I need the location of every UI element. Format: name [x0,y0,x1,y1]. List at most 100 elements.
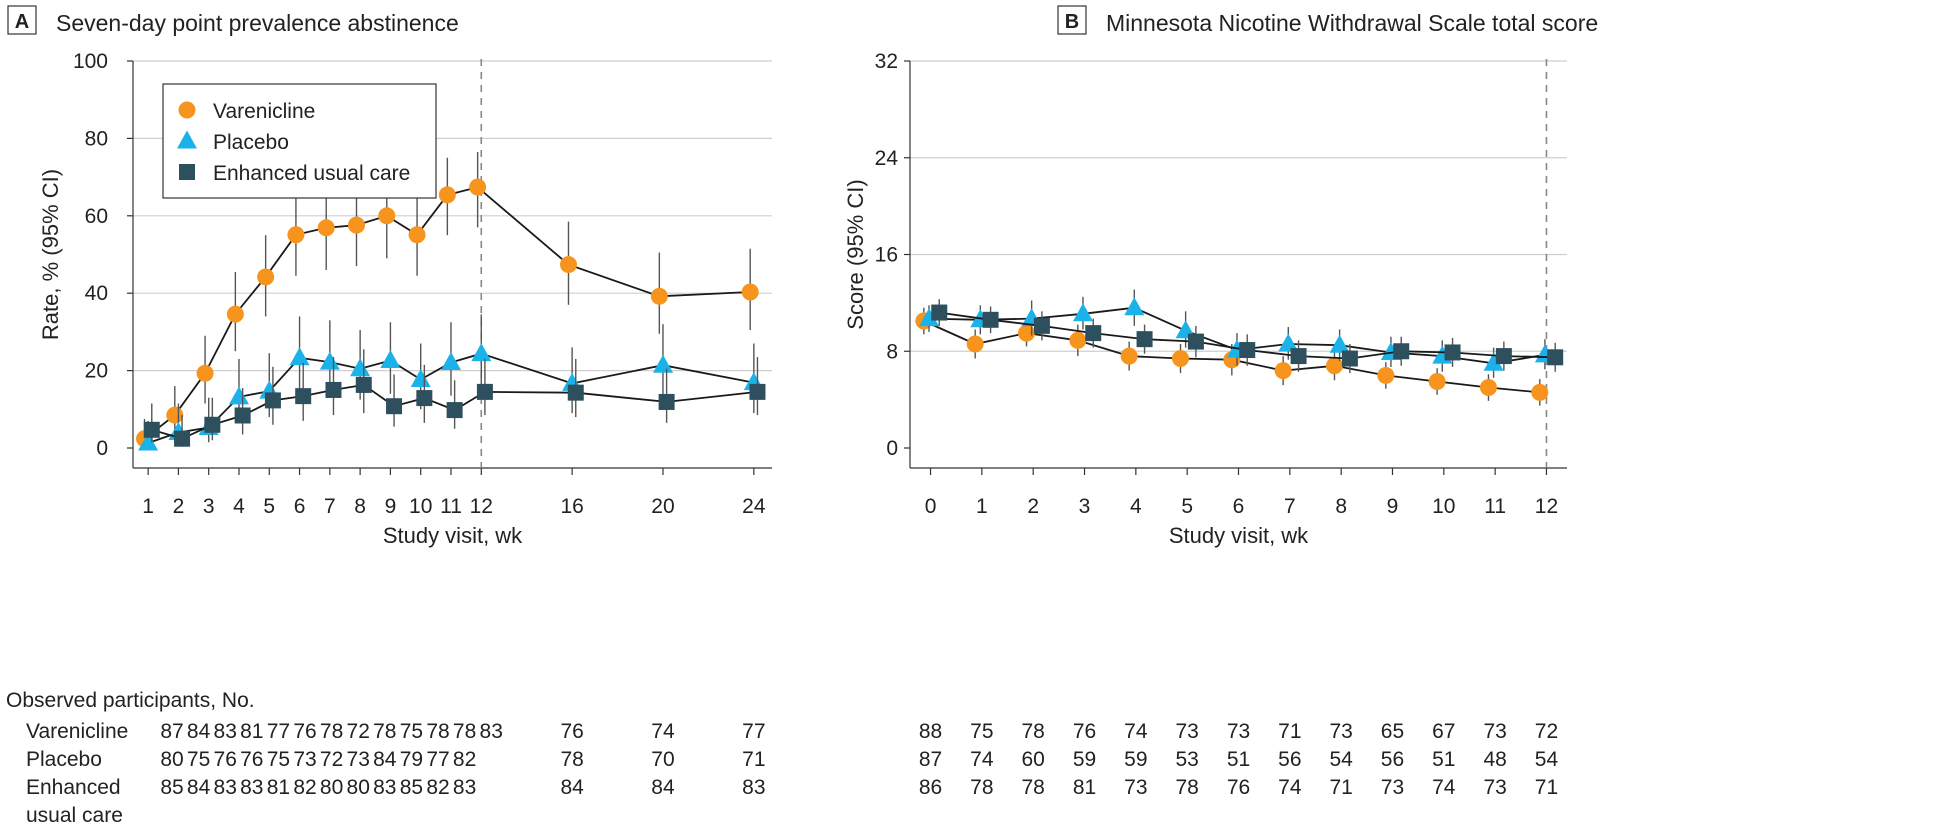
varenicline-point-3 [1069,331,1087,349]
varenicline-point-2 [166,406,184,424]
table-count-placebo: 51 [1227,748,1250,771]
table-count-varenicline: 77 [742,720,765,743]
placebo-point-20 [653,354,673,373]
y-tick-label-100: 100 [73,50,108,73]
varenicline-point-9 [378,207,396,225]
legend: Varenicline Placebo Enhanced usual care [162,83,437,199]
table-count-varenicline: 73 [1483,720,1506,743]
table-count-placebo: 48 [1483,748,1506,771]
table-count-enhanced-usual-care: 73 [1124,776,1147,799]
varenicline-point-24 [741,283,759,301]
table-count-enhanced-usual-care: 74 [1278,776,1302,799]
table-count-enhanced-usual-care: 83 [373,776,396,799]
y-tick-label-60: 60 [85,205,108,228]
table-count-placebo: 53 [1175,748,1198,771]
x-tick-label-16: 16 [560,495,583,518]
x-tick-label-11: 11 [1484,495,1506,518]
y-tick-label-0: 0 [96,437,108,460]
table-count-varenicline: 78 [426,720,449,743]
enhanced-usual-care-point-9 [1393,343,1410,360]
enhanced-usual-care-point-1 [982,311,999,328]
placebo-point-12 [471,343,492,362]
table-count-enhanced-usual-care: 85 [400,776,423,799]
table-count-varenicline: 74 [1124,720,1148,743]
table-count-varenicline: 83 [214,720,237,743]
enhanced-usual-care-point-4 [1136,331,1153,348]
table-count-enhanced-usual-care: 81 [267,776,290,799]
x-axis-label: Study visit, wk [1169,523,1309,548]
table-count-enhanced-usual-care: 76 [1227,776,1250,799]
x-tick-label-7: 7 [1284,495,1296,518]
series-enhanced-usual-care [143,349,766,447]
table-count-placebo: 51 [1432,748,1455,771]
varenicline-point-10 [408,226,426,244]
table-count-varenicline: 83 [480,720,503,743]
table-count-varenicline: 72 [347,720,370,743]
legend-marker-varenicline [178,101,196,119]
table-count-enhanced-usual-care: 86 [919,776,942,799]
enhanced-usual-care-point-11 [1495,348,1512,365]
table-count-placebo: 79 [400,748,423,771]
table-count-varenicline: 84 [187,720,211,743]
table-count-varenicline: 78 [373,720,396,743]
placebo-point-1 [138,432,159,451]
varenicline-point-8 [1325,357,1343,375]
varenicline-point-3 [196,364,214,382]
panel-a-title: Seven-day point prevalence abstinence [56,10,459,36]
placebo-point-11 [441,352,461,370]
panel-a-participants-table: Varenicline 87 84 83 81 77 76 78 72 78 75 78 78 83 76 7… [26,720,766,827]
panel-a-letter-box [7,5,37,35]
y-tick-label-20: 20 [85,360,108,383]
x-tick-label-3: 3 [1079,495,1091,518]
varenicline-point-12 [1531,383,1549,401]
y-tick-label-80: 80 [85,127,108,150]
table-count-varenicline: 78 [320,720,343,743]
varenicline-point-11 [438,186,456,204]
table-count-placebo: 73 [293,748,316,771]
enhanced-usual-care-point-10 [1444,344,1461,361]
table-count-enhanced-usual-care: 85 [160,776,183,799]
table-count-varenicline: 78 [453,720,476,743]
x-tick-label-20: 20 [651,495,674,518]
x-tick-label-9: 9 [385,495,397,518]
table-count-enhanced-usual-care: 83 [742,776,765,799]
enhanced-usual-care-point-3 [204,416,221,433]
x-tick-label-11: 11 [440,495,462,518]
table-count-varenicline: 73 [1175,720,1198,743]
table-count-placebo: 59 [1073,748,1096,771]
table-count-placebo: 75 [267,748,290,771]
table-count-enhanced-usual-care: 71 [1535,776,1558,799]
table-count-varenicline: 65 [1381,720,1404,743]
table-count-placebo: 80 [160,748,183,771]
table-count-enhanced-usual-care: 83 [240,776,263,799]
table-count-placebo: 59 [1124,748,1147,771]
y-tick-label-8: 8 [886,340,898,363]
table-count-enhanced-usual-care: 80 [320,776,343,799]
enhanced-usual-care-point-5 [264,392,281,409]
y-tick-label-0: 0 [886,437,898,460]
placebo-point-0 [919,308,939,327]
x-tick-label-2: 2 [173,495,185,518]
table-count-placebo: 71 [742,748,765,771]
table-count-varenicline: 88 [919,720,942,743]
table-count-enhanced-usual-care: 78 [970,776,993,799]
table-count-enhanced-usual-care: 81 [1073,776,1096,799]
x-tick-label-4: 4 [1130,495,1142,518]
panel-a-letter: A [15,11,29,33]
enhanced-usual-care-point-8 [1341,350,1358,367]
placebo-point-3 [1073,303,1093,322]
table-count-placebo: 72 [320,748,343,771]
table-count-enhanced-usual-care: 84 [560,776,584,799]
legend-label-enhanced-usual-care: Enhanced usual care [213,162,410,185]
table-count-enhanced-usual-care: 82 [426,776,449,799]
table-count-placebo: 76 [214,748,237,771]
enhanced-usual-care-point-11 [446,402,463,419]
series-placebo [138,314,764,451]
panel-b-title: Minnesota Nicotine Withdrawal Scale tota… [1106,10,1598,36]
varenicline-point-1 [966,335,984,353]
table-count-placebo: 54 [1535,748,1559,771]
legend-marker-placebo [177,130,197,149]
table-row-label-varenicline: Varenicline [26,720,128,743]
enhanced-usual-care-point-7 [1290,348,1307,365]
